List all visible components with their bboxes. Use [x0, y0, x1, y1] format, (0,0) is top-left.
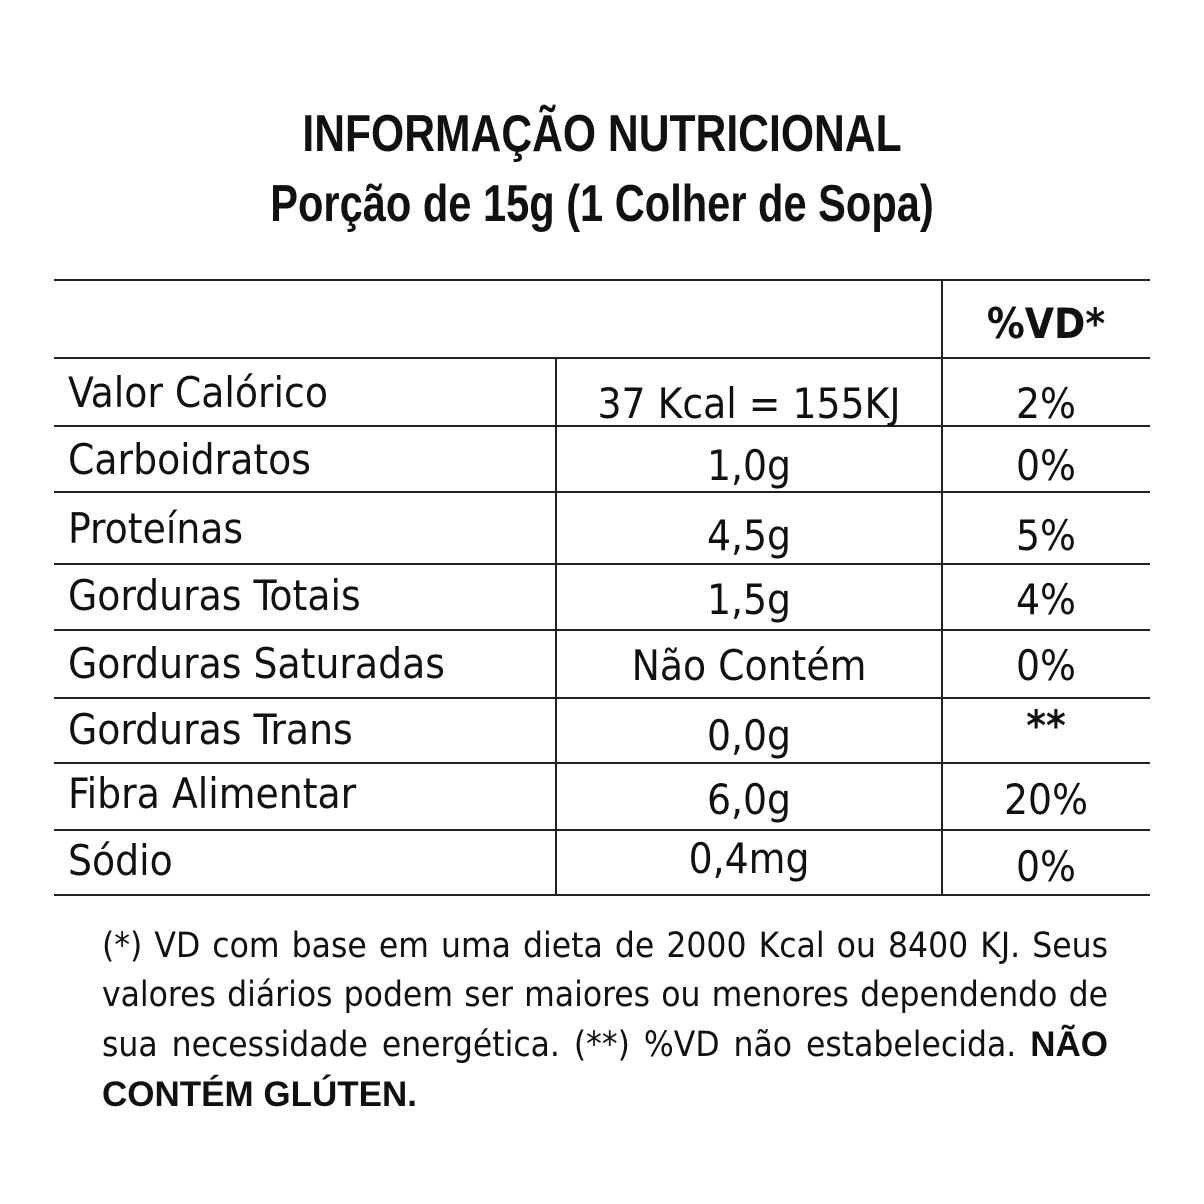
row-value: Não Contém — [631, 641, 867, 690]
row-label: Fibra Alimentar — [68, 769, 357, 818]
row-label: Sódio — [68, 836, 173, 885]
row-pct: 0% — [1016, 641, 1076, 690]
row-label: Gorduras Trans — [68, 705, 353, 754]
row-pct: 0% — [1016, 441, 1076, 490]
row-label: Carboidratos — [68, 435, 311, 484]
row-pct: 4% — [1016, 575, 1076, 624]
row-value: 0,4mg — [688, 834, 810, 883]
row-label: Gorduras Totais — [68, 571, 361, 620]
row-label: Valor Calórico — [68, 368, 328, 417]
row-value: 6,0g — [706, 775, 792, 824]
row-pct: 2% — [1016, 379, 1076, 428]
nutrition-table: %VD* Valor Calórico 37 Kcal = 155KJ 2% C… — [54, 279, 1150, 899]
row-pct: 5% — [1016, 511, 1076, 560]
row-pct: 0% — [1016, 842, 1076, 891]
row-value: 1,5g — [706, 575, 792, 624]
portion-size: Porção de 15g (1 Colher de Sopa) — [270, 175, 934, 233]
row-pct: ** — [1026, 701, 1066, 750]
row-value: 0,0g — [706, 711, 792, 760]
gluten-free-notice: NÃO CONTÉM GLÚTEN. — [102, 1025, 1108, 1114]
table-title: INFORMAÇÃO NUTRICIONAL — [302, 105, 902, 163]
row-label: Proteínas — [68, 504, 244, 553]
row-value: 1,0g — [706, 441, 792, 490]
row-value: 4,5g — [706, 511, 792, 560]
footnote: (*) VD com base em uma dieta de 2000 Kca… — [102, 922, 1108, 1120]
row-label: Gorduras Saturadas — [68, 639, 445, 688]
row-value: 37 Kcal = 155KJ — [597, 379, 901, 428]
footnote-text: (*) VD com base em uma dieta de 2000 Kca… — [102, 926, 1108, 1065]
pct-vd-header: %VD* — [986, 299, 1106, 348]
row-pct: 20% — [1004, 775, 1088, 824]
